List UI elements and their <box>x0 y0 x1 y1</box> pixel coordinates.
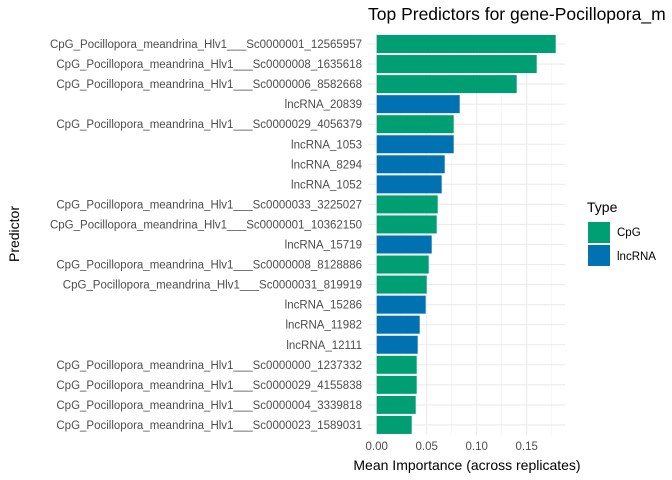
bar-3 <box>376 75 517 94</box>
bar-14 <box>376 295 426 314</box>
y-tick-label: CpG_Pocillopora_meandrina_Hlv1___Sc00000… <box>56 199 362 211</box>
bar-13 <box>376 275 427 294</box>
bar-19 <box>376 395 416 414</box>
bar-15 <box>376 315 420 334</box>
legend-label-cpg: CpG <box>617 227 641 239</box>
bar-6 <box>376 135 454 154</box>
x-tick-label: 0.10 <box>466 441 488 453</box>
x-tick-labels: 0.00 0.05 0.10 0.15 <box>366 441 538 453</box>
y-tick-label: CpG_Pocillopora_meandrina_Hlv1___Sc00000… <box>56 79 362 91</box>
legend-label-lncrna: lncRNA <box>617 251 656 263</box>
bar-18 <box>376 375 417 394</box>
y-tick-label: CpG_Pocillopora_meandrina_Hlv1___Sc00000… <box>50 219 362 231</box>
x-axis-title: Mean Importance (across replicates) <box>353 457 580 473</box>
bars <box>376 35 556 434</box>
y-tick-label: lncRNA_15719 <box>285 240 362 252</box>
x-tick-label: 0.05 <box>416 441 438 453</box>
y-tick-label: lncRNA_1052 <box>291 179 362 191</box>
y-tick-label: CpG_Pocillopora_meandrina_Hlv1___Sc00000… <box>56 119 362 131</box>
bar-2 <box>376 55 537 74</box>
chart-title: Top Predictors for gene-Pocillopora_m <box>368 4 666 25</box>
y-axis-title: Predictor <box>6 206 22 262</box>
x-tick-label: 0.15 <box>516 441 538 453</box>
bar-17 <box>376 355 417 374</box>
bar-11 <box>376 235 432 254</box>
grid <box>368 34 565 435</box>
y-tick-label: lncRNA_20839 <box>285 99 362 111</box>
legend: Type CpG lncRNA <box>587 199 656 266</box>
y-tick-label: CpG_Pocillopora_meandrina_Hlv1___Sc00000… <box>63 280 362 292</box>
y-tick-label: lncRNA_11982 <box>285 320 362 332</box>
y-tick-label: lncRNA_8294 <box>291 159 363 171</box>
bar-10 <box>376 215 437 234</box>
bar-20 <box>376 415 412 434</box>
x-tick-label: 0.00 <box>366 441 388 453</box>
y-tick-labels: CpG_Pocillopora_meandrina_Hlv1___Sc00000… <box>50 39 363 432</box>
legend-title: Type <box>587 199 618 215</box>
y-tick-label: lncRNA_15286 <box>285 300 362 312</box>
legend-key-cpg <box>588 222 610 243</box>
bar-4 <box>376 95 460 114</box>
legend-key-lncrna <box>588 245 610 266</box>
bar-5 <box>376 115 454 134</box>
y-tick-label: lncRNA_12111 <box>286 340 362 352</box>
bar-7 <box>376 155 445 174</box>
y-tick-label: CpG_Pocillopora_meandrina_Hlv1___Sc00000… <box>50 39 362 51</box>
y-tick-label: CpG_Pocillopora_meandrina_Hlv1___Sc00000… <box>56 59 362 71</box>
bar-16 <box>376 335 418 354</box>
y-tick-label: CpG_Pocillopora_meandrina_Hlv1___Sc00000… <box>56 380 362 392</box>
bar-8 <box>376 175 442 194</box>
y-tick-label: CpG_Pocillopora_meandrina_Hlv1___Sc00000… <box>56 420 362 432</box>
bar-12 <box>376 255 429 274</box>
y-tick-label: CpG_Pocillopora_meandrina_Hlv1___Sc00000… <box>56 360 362 372</box>
y-tick-label: lncRNA_1053 <box>291 139 362 151</box>
bar-9 <box>376 195 438 214</box>
bar-1 <box>376 35 556 53</box>
y-tick-label: CpG_Pocillopora_meandrina_Hlv1___Sc00000… <box>56 260 362 272</box>
y-tick-label: CpG_Pocillopora_meandrina_Hlv1___Sc00000… <box>56 400 362 412</box>
